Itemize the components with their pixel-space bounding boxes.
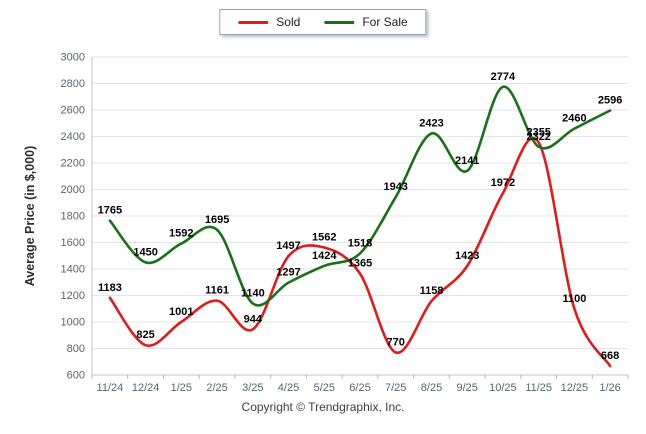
for-sale-data-label: 1592 <box>169 228 193 240</box>
for-sale-data-label: 1424 <box>312 250 337 262</box>
sold-data-label: 1497 <box>276 240 300 252</box>
y-tick-label: 1600 <box>61 237 85 249</box>
sold-data-label: 1100 <box>562 293 586 305</box>
sold-data-label: 1972 <box>491 177 515 189</box>
x-tick-label: 10/25 <box>489 382 517 394</box>
chart-legend: Sold For Sale <box>219 9 427 35</box>
sold-line-swatch-icon <box>238 20 269 24</box>
for-sale-data-label: 2141 <box>455 155 479 167</box>
y-tick-label: 2800 <box>61 78 85 90</box>
for-sale-data-label: 2596 <box>598 95 622 107</box>
x-tick-label: 12/24 <box>132 382 160 394</box>
for-sale-line <box>108 85 612 307</box>
for-sale-data-label: 2774 <box>491 71 516 83</box>
y-tick-label: 1000 <box>61 317 85 329</box>
x-tick-label: 9/25 <box>456 382 477 394</box>
y-tick-label: 3000 <box>61 52 85 64</box>
for-sale-data-label: 1943 <box>383 181 407 193</box>
x-tick-label: 11/25 <box>525 382 552 394</box>
for-sale-data-label: 1450 <box>133 246 157 258</box>
sold-data-label: 944 <box>244 313 263 325</box>
sold-data-label: 1001 <box>169 306 193 318</box>
for-sale-data-label: 1297 <box>276 267 300 279</box>
y-tick-label: 1400 <box>61 264 85 276</box>
sold-data-label: 825 <box>136 329 154 341</box>
for-sale-data-label: 1765 <box>98 205 122 217</box>
sold-data-label: 1365 <box>348 258 372 270</box>
y-tick-label: 2000 <box>61 184 85 196</box>
y-tick-label: 1200 <box>61 290 85 302</box>
x-tick-label: 6/25 <box>349 382 370 394</box>
sold-data-label: 1158 <box>420 285 444 297</box>
y-tick-label: 2200 <box>61 158 85 170</box>
sold-data-label: 2355 <box>526 127 550 139</box>
legend-label-sold: Sold <box>276 15 301 29</box>
sold-data-label: 1183 <box>98 282 122 294</box>
x-tick-label: 7/25 <box>385 382 406 394</box>
y-tick-label: 800 <box>67 343 85 355</box>
x-tick-label: 5/25 <box>314 382 335 394</box>
x-tick-label: 8/25 <box>421 382 442 394</box>
x-tick-label: 2/25 <box>206 382 227 394</box>
y-tick-label: 2600 <box>61 105 85 117</box>
y-tick-label: 600 <box>67 370 85 382</box>
sold-line <box>108 137 612 368</box>
for-sale-data-label: 2460 <box>562 113 586 125</box>
x-tick-label: 4/25 <box>278 382 299 394</box>
x-tick-label: 1/26 <box>599 382 620 394</box>
legend-item-for-sale: For Sale <box>324 15 408 29</box>
for-sale-data-label: 1518 <box>348 237 372 249</box>
y-tick-label: 1800 <box>61 211 85 223</box>
sold-data-label: 668 <box>601 350 619 362</box>
legend-item-sold: Sold <box>238 15 300 29</box>
legend-label-for-sale: For Sale <box>362 15 408 29</box>
sold-data-label: 1161 <box>205 285 229 297</box>
copyright-text: Copyright © Trendgraphix, Inc. <box>241 400 405 414</box>
for-sale-data-label: 1695 <box>205 214 229 226</box>
for-sale-line-swatch-icon <box>324 20 355 24</box>
for-sale-data-label: 1140 <box>241 288 265 300</box>
y-axis-title: Average Price (in $,000) <box>23 145 37 287</box>
x-tick-label: 3/25 <box>242 382 263 394</box>
y-tick-label: 2400 <box>61 131 85 143</box>
for-sale-data-label: 2322 <box>526 131 550 143</box>
x-tick-label: 1/25 <box>171 382 192 394</box>
x-tick-label: 12/25 <box>561 382 589 394</box>
sold-data-label: 1423 <box>455 250 479 262</box>
sold-data-label: 770 <box>387 337 405 349</box>
sold-data-label: 1562 <box>312 232 336 244</box>
x-tick-label: 11/24 <box>97 382 124 394</box>
for-sale-data-label: 2423 <box>419 118 443 130</box>
